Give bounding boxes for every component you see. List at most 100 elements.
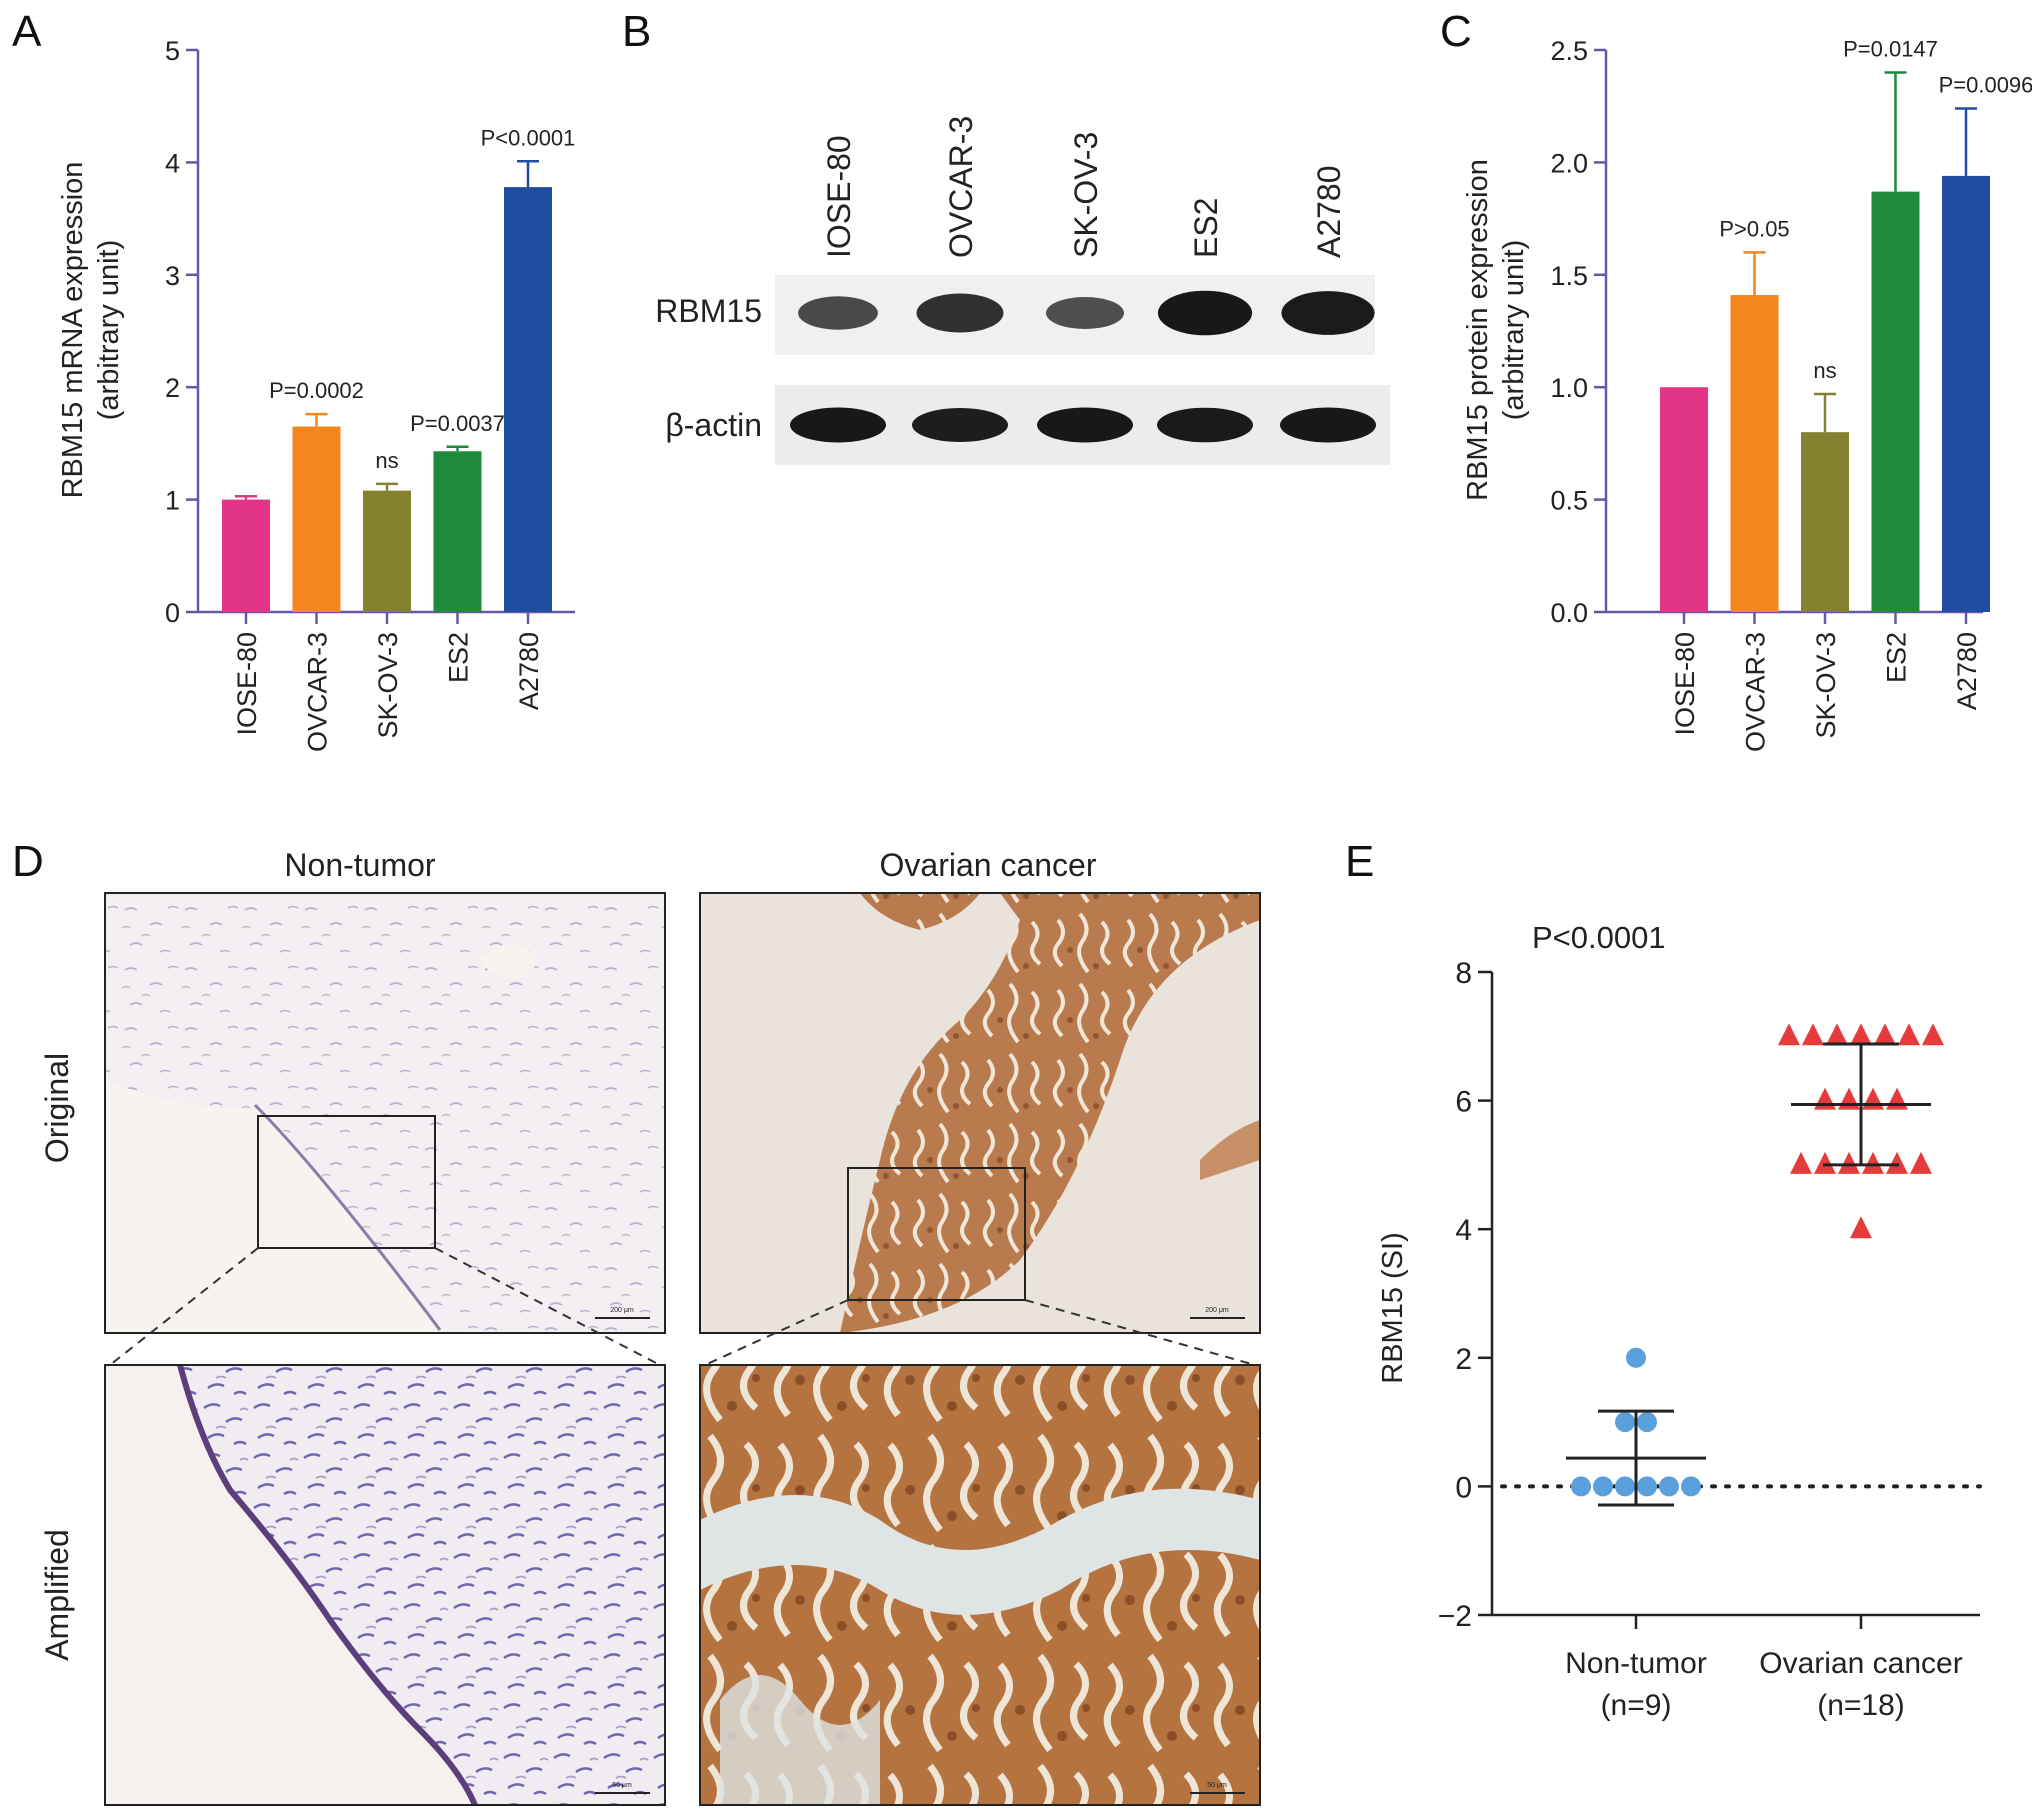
significance-label: P<0.0001 [481, 125, 576, 150]
data-point-non-tumor [1637, 1412, 1657, 1433]
data-point-ovarian-cancer [1862, 1087, 1884, 1110]
band-rbm15 [1157, 290, 1253, 336]
blot-label-rbm15: RBM15 [655, 293, 762, 329]
zoom-connector-right-1 [704, 1299, 849, 1366]
bar-a2780 [504, 187, 552, 613]
x-tick-label: OVCAR-3 [303, 632, 333, 752]
significance-label: P>0.05 [1719, 216, 1789, 241]
band-actin [1157, 407, 1253, 443]
panel-letter-e: E [1345, 837, 1374, 886]
x-tick-label: IOSE-80 [1670, 632, 1700, 736]
data-point-non-tumor [1615, 1412, 1635, 1433]
y-tick-label: 0.5 [1550, 486, 1588, 516]
y-tick-label: 5 [165, 36, 180, 66]
lane-label-iose-80: IOSE-80 [821, 135, 857, 258]
chart-a-ylabel: RBM15 mRNA expression [57, 162, 89, 499]
bar-ovcar-3 [1730, 295, 1779, 612]
y-tick-label: 1.0 [1550, 373, 1588, 403]
ihc-image-non-tumor-amplified: 50 μm [104, 1364, 666, 1807]
data-point-ovarian-cancer [1898, 1023, 1920, 1046]
y-tick-label: −2 [1438, 1600, 1472, 1633]
x-tick-label: IOSE-80 [232, 632, 262, 736]
zoom-box-ovarian [847, 1167, 1026, 1301]
band-rbm15 [916, 293, 1004, 333]
x-tick-n-label: (n=9) [1601, 1689, 1672, 1722]
data-point-ovarian-cancer [1886, 1087, 1908, 1110]
lane-label-ovcar-3: OVCAR-3 [943, 116, 979, 258]
chart-e-ylabel: RBM15 (SI) [1377, 1232, 1409, 1383]
data-point-ovarian-cancer [1862, 1151, 1884, 1174]
data-point-ovarian-cancer [1886, 1151, 1908, 1174]
data-point-ovarian-cancer [1850, 1216, 1872, 1239]
y-tick-label: 2.5 [1550, 36, 1588, 66]
y-tick-label: 4 [165, 148, 180, 178]
ihc-row-amplified: Amplified [39, 1529, 75, 1661]
scale-label-non-tumor-amplified: 50 μm [612, 1782, 632, 1789]
data-point-non-tumor [1681, 1476, 1701, 1497]
data-point-ovarian-cancer [1802, 1023, 1824, 1046]
x-tick-label: A2780 [514, 632, 544, 710]
data-point-ovarian-cancer [1826, 1023, 1848, 1046]
data-point-non-tumor [1637, 1476, 1657, 1497]
panel-letter-a: A [12, 7, 42, 56]
chart-a-ylabel-unit: (arbitrary unit) [93, 240, 125, 421]
data-point-non-tumor [1571, 1476, 1591, 1497]
data-point-ovarian-cancer [1922, 1023, 1944, 1046]
data-point-ovarian-cancer [1778, 1023, 1800, 1046]
blot-label-actin: β-actin [665, 407, 762, 443]
data-point-non-tumor [1626, 1347, 1646, 1368]
ihc-image-ovarian-original: 200 μm [699, 892, 1261, 1334]
ihc-image-ovarian-amplified: 50 μm [699, 1364, 1261, 1806]
chart-e-pvalue: P<0.0001 [1532, 920, 1666, 955]
data-point-ovarian-cancer [1874, 1023, 1896, 1046]
y-tick-label: 2 [1455, 1343, 1472, 1376]
western-blot-panel: RBM15 β-actin IOSE-80 OVCAR-3 SK-OV-3 ES2 A2… [655, 116, 1390, 465]
chart-e-scatter: RBM15 (SI) P<0.0001 −2 0 2 4 6 8 Non-tumor (n=9… [1377, 920, 1982, 1722]
bar-ovcar-3 [292, 426, 341, 612]
lane-label-es2: ES2 [1188, 198, 1224, 258]
panel-letter-c: C [1440, 7, 1472, 56]
y-tick-label: 1.5 [1550, 261, 1588, 291]
scale-label-non-tumor-original: 200 μm [610, 1307, 634, 1314]
data-point-ovarian-cancer [1814, 1087, 1836, 1110]
y-tick-label: 0 [1455, 1471, 1472, 1504]
scale-label-ovarian-original: 200 μm [1205, 1307, 1229, 1314]
y-tick-label: 1 [165, 486, 180, 516]
significance-label: P=0.0147 [1843, 36, 1938, 61]
y-tick-label: 4 [1455, 1214, 1472, 1247]
lane-label-a2780: A2780 [1311, 165, 1347, 258]
band-actin [1280, 407, 1376, 443]
significance-label: ns [375, 448, 398, 473]
x-tick-label: Non-tumor [1565, 1647, 1707, 1680]
significance-label: P=0.0096 [1939, 72, 2032, 97]
significance-label: P=0.0002 [269, 378, 364, 403]
panel-letter-d: D [12, 837, 44, 886]
y-tick-label: 2.0 [1550, 148, 1588, 178]
bar-a2780 [1942, 175, 1990, 612]
data-point-non-tumor [1593, 1476, 1613, 1497]
band-actin [1037, 407, 1133, 443]
bar-sk-ov-3 [363, 490, 411, 612]
data-point-non-tumor [1615, 1476, 1635, 1497]
bar-es2 [1871, 191, 1920, 612]
scale-label-ovarian-amplified: 50 μm [1207, 1782, 1227, 1789]
ihc-title-ovarian-cancer: Ovarian cancer [880, 847, 1097, 883]
x-tick-n-label: (n=18) [1817, 1689, 1905, 1722]
data-point-ovarian-cancer [1814, 1151, 1836, 1174]
data-point-ovarian-cancer [1850, 1023, 1872, 1046]
y-tick-label: 3 [165, 261, 180, 291]
data-point-ovarian-cancer [1790, 1151, 1812, 1174]
lane-label-sk-ov-3: SK-OV-3 [1068, 132, 1104, 258]
bar-iose-80 [1660, 387, 1708, 612]
x-tick-label: SK-OV-3 [1811, 632, 1841, 739]
y-tick-label: 0.0 [1550, 598, 1588, 628]
zoom-box-non-tumor [257, 1115, 436, 1249]
x-tick-label: ES2 [1882, 632, 1912, 683]
chart-c-protein: RBM15 protein expression (arbitrary unit… [1462, 36, 2032, 752]
x-tick-label: A2780 [1952, 632, 1982, 710]
y-tick-label: 0 [165, 598, 180, 628]
band-rbm15 [1046, 297, 1124, 329]
bar-iose-80 [222, 499, 270, 612]
bar-sk-ov-3 [1801, 432, 1849, 612]
